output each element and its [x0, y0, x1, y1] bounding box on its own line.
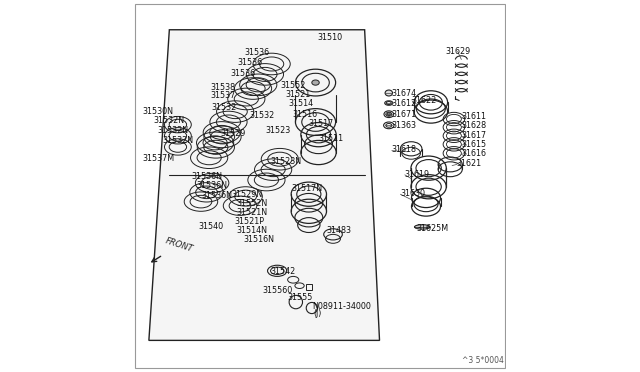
Text: 31615: 31615 — [461, 140, 486, 149]
Text: 31523: 31523 — [265, 126, 290, 135]
Bar — [306, 284, 312, 290]
Text: 31536N: 31536N — [191, 172, 223, 181]
Text: 31532N: 31532N — [158, 126, 189, 135]
Text: (J): (J) — [314, 309, 322, 318]
Text: 31542: 31542 — [270, 267, 296, 276]
Text: 31622: 31622 — [412, 96, 436, 105]
Text: 31628: 31628 — [461, 121, 486, 130]
Text: ^3 5*0004: ^3 5*0004 — [462, 356, 504, 365]
Text: 31529: 31529 — [220, 129, 246, 138]
Text: 31611: 31611 — [461, 112, 486, 121]
Text: 31517: 31517 — [309, 119, 334, 128]
Text: 31612: 31612 — [392, 99, 417, 108]
Text: 31629: 31629 — [445, 47, 470, 56]
Text: 31671: 31671 — [392, 110, 417, 119]
Text: 31532: 31532 — [250, 111, 275, 120]
Text: 31517N: 31517N — [292, 185, 323, 193]
Ellipse shape — [312, 80, 319, 85]
Text: 31618: 31618 — [392, 145, 417, 154]
Text: 31537: 31537 — [211, 92, 236, 100]
Text: 31540: 31540 — [198, 222, 223, 231]
Text: 31516: 31516 — [292, 110, 317, 119]
Text: 31621: 31621 — [457, 159, 482, 168]
Text: 31521P: 31521P — [234, 217, 264, 226]
Text: 31514: 31514 — [289, 99, 314, 108]
Text: 31521: 31521 — [285, 90, 310, 99]
Text: 31536N: 31536N — [196, 182, 227, 190]
Text: 31674: 31674 — [392, 89, 417, 97]
Text: 31536: 31536 — [237, 58, 262, 67]
Text: N08911-34000: N08911-34000 — [312, 302, 371, 311]
Text: 31514N: 31514N — [237, 226, 268, 235]
Text: 31536: 31536 — [231, 69, 256, 78]
Circle shape — [387, 113, 390, 116]
Text: 31555: 31555 — [287, 293, 313, 302]
Text: 31616: 31616 — [461, 149, 486, 158]
Text: 31530N: 31530N — [142, 107, 173, 116]
Text: 31532N: 31532N — [163, 136, 193, 145]
Text: 31536: 31536 — [244, 48, 269, 57]
Text: 31521N: 31521N — [236, 208, 267, 217]
Text: 31511: 31511 — [319, 134, 344, 143]
Text: 31538: 31538 — [211, 83, 236, 92]
Text: 31523N: 31523N — [271, 157, 302, 166]
Text: 31536N: 31536N — [202, 191, 233, 200]
Text: 31537M: 31537M — [142, 154, 174, 163]
Text: 31532N: 31532N — [154, 116, 184, 125]
Text: 31510: 31510 — [317, 33, 342, 42]
Ellipse shape — [385, 90, 392, 96]
Text: 315560: 315560 — [262, 286, 293, 295]
Polygon shape — [149, 30, 380, 340]
Text: 31619: 31619 — [405, 170, 430, 179]
Text: 31529N: 31529N — [232, 190, 262, 199]
Text: 31630: 31630 — [401, 189, 426, 198]
Text: 31532: 31532 — [211, 103, 237, 112]
Text: 31552: 31552 — [280, 81, 306, 90]
Text: 31552N: 31552N — [236, 199, 267, 208]
Text: 31516N: 31516N — [244, 235, 275, 244]
Text: 31617: 31617 — [461, 131, 486, 140]
Text: 31363: 31363 — [392, 121, 417, 130]
Text: 31625M: 31625M — [416, 224, 448, 232]
Text: 31483: 31483 — [326, 226, 351, 235]
Text: FRONT: FRONT — [164, 236, 194, 254]
Ellipse shape — [415, 225, 430, 229]
